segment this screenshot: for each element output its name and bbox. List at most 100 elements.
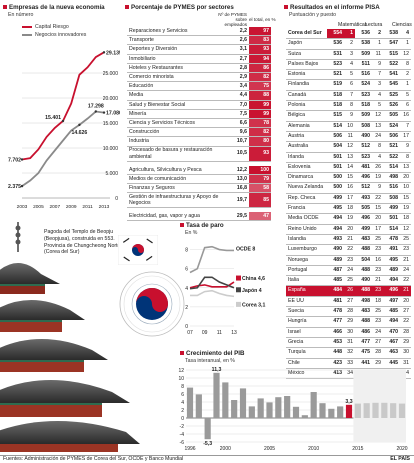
- pib-xtick: 2005: [264, 446, 275, 452]
- pib-bar: [266, 402, 273, 418]
- pisa-country: Chile: [286, 358, 327, 369]
- pyme-row: Deportes y Diversión 3,1 93: [127, 44, 271, 55]
- pisa-reading-rank: 23: [371, 265, 383, 277]
- pisa-row: Grecia 453 31 477 27 467 29: [286, 337, 411, 349]
- pyme-employees: 13,0: [225, 174, 249, 185]
- pisa-reading-rank: 27: [371, 337, 383, 349]
- pisa-science-rank: 27: [399, 306, 411, 318]
- pyme-share: 58: [249, 183, 271, 194]
- pib-svg: -6 -4 -2 0 2 4 6 8 10 12 11,3 -5,3 3,3 1996 2000 2005 20…: [178, 367, 407, 452]
- pisa-row: Italia 485 25 490 21 494 22: [286, 275, 411, 287]
- pisa-math-rank: 13: [343, 152, 355, 163]
- pisa-science-score: 478: [383, 234, 399, 246]
- pisa-reading-rank: 1: [371, 38, 383, 50]
- pisa-science-rank: 28: [399, 327, 411, 338]
- pyme-sector: Transporte: [127, 35, 225, 46]
- pisa-row: Islandia 493 21 483 25 478 25: [286, 234, 411, 246]
- pisa-reading-score: 496: [355, 172, 371, 184]
- pib-xtick: 1996: [184, 446, 195, 452]
- legend-capital-riesgo: Capital Riesgo: [22, 24, 69, 30]
- pisa-math-score: 453: [327, 337, 343, 349]
- pyme-share: 47: [249, 212, 271, 222]
- pisa-science-rank: 20: [399, 172, 411, 184]
- chart1-value-label: 29.135: [106, 50, 120, 56]
- pisa-math-rank: 3: [343, 49, 355, 60]
- pib-bar: [328, 408, 335, 418]
- pisa-row: EE UU 481 27 498 18 497 20: [286, 296, 411, 308]
- chart1-value-label: 2.375: [8, 184, 21, 190]
- paro-xtick: 09: [202, 330, 208, 336]
- pisa-table: Corea del Sur 554 1 536 2 538 4 Japón 536 2 538 1 54…: [286, 29, 411, 380]
- pyme-employees: 7,0: [225, 100, 249, 110]
- pisa-math-rank: 33: [343, 358, 355, 369]
- pisa-science-score: 498: [383, 172, 399, 184]
- pisa-row: Suecia 478 28 483 25 485 27: [286, 306, 411, 318]
- chart1-value-label: 7.702: [8, 157, 21, 163]
- pib-ytick: -6: [180, 440, 185, 446]
- chart1-title: Empresas de la nueva economía: [3, 4, 105, 11]
- korea-seal-icon: [119, 271, 185, 337]
- chart1-xtick: 2003: [17, 204, 28, 210]
- pisa-science-rank: 20: [399, 296, 411, 308]
- pisa-science-rank: 21: [399, 285, 411, 297]
- pisa-science-score: 522: [383, 59, 399, 71]
- pisa-reading-score: 538: [355, 38, 371, 50]
- paro-end-label: China 4,6: [242, 276, 265, 282]
- pisa-math-rank: 6: [343, 79, 355, 91]
- pisa-row: Japón 536 2 538 1 547 1: [286, 38, 411, 50]
- paro-subtitle: En %: [185, 230, 198, 236]
- chart1-point: [102, 111, 106, 114]
- pyme-share: 97: [249, 27, 271, 37]
- pyme-employees: 16,8: [225, 183, 249, 194]
- pisa-math-rank: 5: [343, 69, 355, 81]
- pisa-row: Suiza 531 3 509 11 515 12: [286, 49, 411, 60]
- pisa-row: Turquía 448 32 475 28 463 30: [286, 347, 411, 359]
- pisa-science-score: 514: [383, 162, 399, 174]
- pisa-science-score: 522: [383, 152, 399, 163]
- chart1-value-label: 17.298: [88, 104, 104, 110]
- pib-bar: [363, 403, 370, 418]
- pisa-math-rank: 7: [343, 90, 355, 102]
- pisa-country: Suecia: [286, 306, 327, 318]
- pisa-reading-score: 488: [355, 244, 371, 256]
- paro-legend-swatch: [236, 275, 241, 281]
- pisa-science-score: 463: [383, 347, 399, 359]
- pisa-math-rank: 8: [343, 100, 355, 112]
- pyme-row: Minería 7,5 99: [127, 109, 271, 120]
- pib-bar: [337, 406, 344, 418]
- pisa-math-score: 448: [327, 347, 343, 359]
- pyme-employees: 9,6: [225, 127, 249, 138]
- chart1-ytick: 25.000: [103, 71, 119, 77]
- pisa-science-score: 467: [383, 337, 399, 349]
- pyme-sector: Medios de comunicación: [127, 174, 225, 185]
- paro-xtick: 13: [231, 330, 237, 336]
- pisa-row: Eslovenia 501 14 481 26 514 13: [286, 162, 411, 174]
- pisa-science-rank: 13: [399, 162, 411, 174]
- pisa-subtitle: Puntuación y puesto: [289, 12, 337, 18]
- pyme-share: 93: [249, 44, 271, 55]
- pisa-country: Alemania: [286, 121, 327, 132]
- pib-bar: [354, 403, 361, 418]
- pisa-science-rank: 4: [399, 29, 411, 40]
- chart1-xtick: 2007: [49, 204, 60, 210]
- pisa-country: EE UU: [286, 296, 327, 308]
- pisa-science-rank: 23: [399, 244, 411, 256]
- pyme-share: 93: [249, 146, 271, 162]
- pyme-sector: Educación: [127, 81, 225, 92]
- pyme-table: Reparaciones y Servicios 2,2 97 Transporte 2…: [127, 27, 271, 222]
- pib-bar: [204, 418, 211, 440]
- pib-ytick: 12: [178, 368, 184, 374]
- pyme-share: 75: [249, 81, 271, 92]
- pyme-row: Educación 3,4 75: [127, 81, 271, 92]
- pisa-reading-rank: 24: [371, 327, 383, 338]
- pisa-science-score: 494: [383, 275, 399, 287]
- pisa-science-rank: 9: [399, 141, 411, 153]
- pib-ytick: 4: [181, 400, 184, 406]
- pib-ytick: 8: [181, 384, 184, 390]
- pisa-reading-rank: 5: [371, 100, 383, 112]
- pisa-science-rank: 25: [399, 234, 411, 246]
- pisa-country: Grecia: [286, 337, 327, 349]
- pyme-employees: 4,4: [225, 90, 249, 101]
- pyme-title: Porcentaje de PYMES por sectores: [125, 4, 234, 11]
- pisa-math-score: 500: [327, 172, 343, 184]
